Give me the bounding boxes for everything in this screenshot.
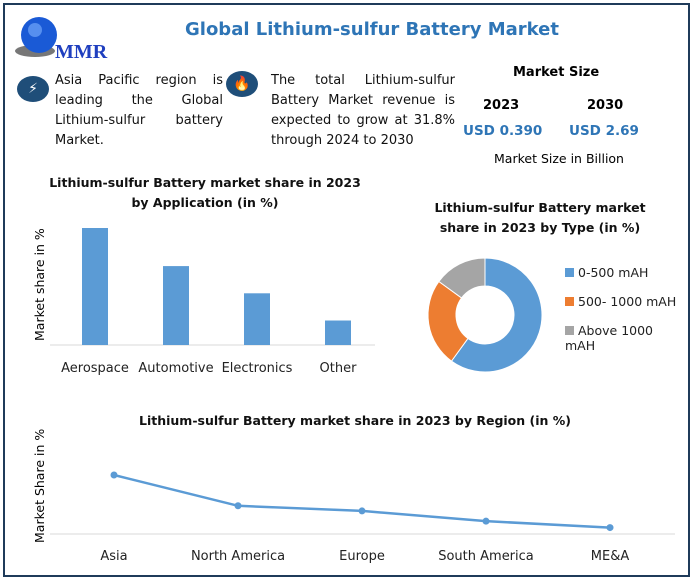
point-4	[606, 524, 614, 532]
x-tick-label: Aerospace	[61, 361, 129, 376]
bar-chart: Aerospace Automotive Electronics Other	[50, 228, 375, 376]
flame-icon: 🔥	[226, 71, 258, 97]
bar-electronics	[244, 293, 270, 345]
legend-item: 0-500 mAH	[565, 265, 685, 280]
market-size-title: Market Size	[513, 65, 600, 80]
value-2030: USD 2.69	[569, 123, 639, 139]
line-chart-title: Lithium-sulfur Battery market share in 2…	[138, 413, 571, 428]
point-0	[110, 471, 118, 479]
bar-other	[325, 320, 351, 345]
bar-aerospace	[82, 228, 108, 345]
x-tick-label: North America	[191, 549, 285, 564]
donut-slice-0	[450, 257, 543, 373]
legend-swatch	[565, 297, 574, 306]
page-title: Global Lithium-sulfur Battery Market	[185, 19, 559, 40]
donut-slice-2	[438, 257, 486, 299]
logo-text: MMR	[55, 41, 108, 63]
donut-chart-title: Lithium-sulfur Battery market share in 2…	[434, 200, 646, 235]
market-size-note: Market Size in Billion	[494, 151, 624, 166]
x-tick-label: Europe	[339, 549, 385, 564]
bar-automotive	[163, 266, 189, 345]
donut-legend: 0-500 mAH 500- 1000 mAH Above 1000 mAH	[565, 265, 685, 367]
globe-logo-icon	[15, 17, 57, 57]
series-line	[113, 473, 611, 529]
legend-label: 0-500 mAH	[578, 265, 649, 280]
line-chart: Asia North America Europe South America ME&A	[50, 471, 675, 564]
legend-label: Above 1000 mAH	[565, 323, 654, 353]
legend-label: 500- 1000 mAH	[578, 294, 677, 309]
x-tick-label: ME&A	[591, 549, 630, 564]
x-tick-label: Asia	[100, 549, 127, 564]
legend-swatch	[565, 268, 574, 277]
x-tick-label: Other	[320, 361, 358, 376]
legend-item: Above 1000 mAH	[565, 323, 685, 353]
value-2023: USD 0.390	[463, 123, 543, 139]
year-2030: 2030	[587, 98, 624, 113]
legend-item: 500- 1000 mAH	[565, 294, 685, 309]
highlight-growth: The total Lithium-sulfur Battery Market …	[271, 73, 455, 148]
bar-y-label: Market share in %	[32, 228, 47, 341]
bar-chart-title: Lithium-sulfur Battery market share in 2…	[49, 175, 361, 210]
x-tick-label: Electronics	[222, 361, 293, 376]
infographic: MMR Global Lithium-sulfur Battery Market…	[3, 3, 690, 577]
highlight-region: Asia Pacific region is leading the Globa…	[55, 73, 223, 148]
line-y-label: Market Share in %	[32, 428, 47, 543]
year-2023: 2023	[483, 98, 520, 113]
legend-swatch	[565, 326, 574, 335]
point-1	[234, 502, 242, 510]
donut-chart	[427, 257, 543, 373]
point-3	[482, 517, 490, 525]
x-tick-label: South America	[438, 549, 534, 564]
lightning-icon: ⚡	[17, 76, 49, 102]
point-2	[358, 507, 366, 515]
x-tick-label: Automotive	[138, 361, 213, 376]
